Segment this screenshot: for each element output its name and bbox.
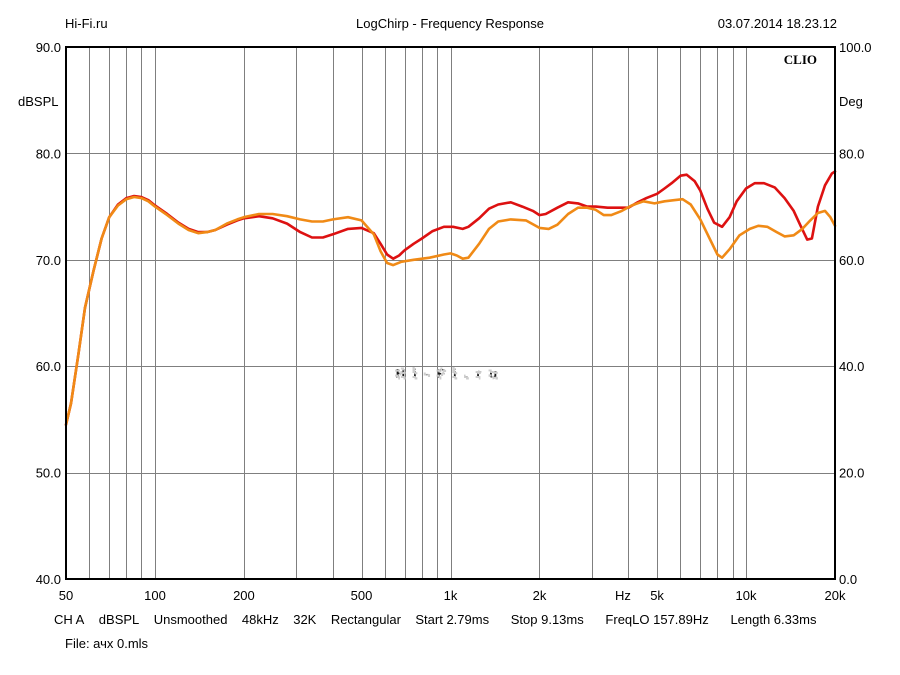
setting-length: Length 6.33ms <box>730 612 817 627</box>
x-tick-label: 50 <box>59 588 73 603</box>
footer-settings: CH A dBSPL Unsmoothed 48kHz 32K Rectangu… <box>54 612 816 627</box>
x-tick-label: 100 <box>144 588 166 603</box>
y2-tick-label: 40.0 <box>839 359 864 374</box>
setting-stop: Stop 9.13ms <box>510 612 584 627</box>
setting-smoothing: Unsmoothed <box>153 612 228 627</box>
setting-channel: CH A <box>54 612 85 627</box>
timestamp: 03.07.2014 18.23.12 <box>717 16 837 31</box>
series-lines <box>64 170 837 426</box>
x-tick-label: 1k <box>444 588 458 603</box>
watermark-text: Hi-Fi.ru <box>396 366 506 381</box>
setting-unit: dBSPL <box>98 612 140 627</box>
x-tick-label: 20k <box>825 588 846 603</box>
setting-sample-rate: 48kHz <box>241 612 279 627</box>
header-left-text: Hi-Fi.ru <box>65 16 108 31</box>
y-tick-label: 60.0 <box>36 359 61 374</box>
y-tick-label: 70.0 <box>36 253 61 268</box>
series-line-2 <box>64 195 837 426</box>
x-tick-label: 200 <box>233 588 255 603</box>
y-tick-label: 40.0 <box>36 572 61 587</box>
y-tick-label: 80.0 <box>36 146 61 161</box>
y2-tick-label: 60.0 <box>839 253 864 268</box>
chart-title: LogChirp - Frequency Response <box>356 16 544 31</box>
watermark: Hi-Fi.ru <box>394 365 506 383</box>
y-tick-label: 90.0 <box>36 40 61 55</box>
setting-start: Start 2.79ms <box>415 612 490 627</box>
y2-tick-label: 100.0 <box>839 40 872 55</box>
grid-lines <box>66 47 835 579</box>
file-name: File: ачх 0.mls <box>65 636 149 651</box>
x-tick-label: 5k <box>650 588 664 603</box>
y2-tick-label: 0.0 <box>839 572 857 587</box>
y2-tick-label: 20.0 <box>839 466 864 481</box>
x-unit-label: Hz <box>615 588 631 603</box>
y2-axis-label: Deg <box>839 94 863 109</box>
brand-logo: CLIO <box>784 52 817 67</box>
x-tick-label: 500 <box>351 588 373 603</box>
axis-labels: 40.0 50.0 60.0 70.0 80.0 90.0 0.0 20.0 40.0 60.0 8… <box>18 40 872 603</box>
x-tick-label: 10k <box>736 588 757 603</box>
x-tick-label: 2k <box>533 588 547 603</box>
setting-window: Rectangular <box>330 612 401 627</box>
y-tick-label: 50.0 <box>36 466 61 481</box>
series-line-1 <box>64 170 837 426</box>
plot-frame <box>65 46 836 580</box>
y-axis-label: dBSPL <box>18 94 58 109</box>
setting-freqlo: FreqLO 157.89Hz <box>605 612 709 627</box>
y2-tick-label: 80.0 <box>839 146 864 161</box>
setting-size: 32K <box>293 612 317 627</box>
